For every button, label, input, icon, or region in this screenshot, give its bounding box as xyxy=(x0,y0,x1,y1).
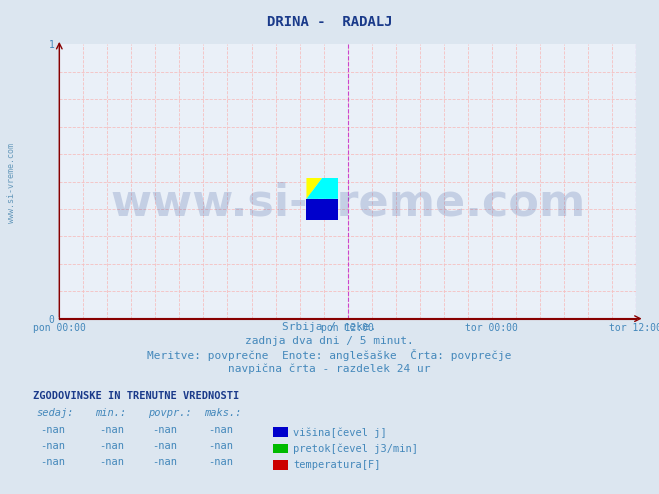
Text: temperatura[F]: temperatura[F] xyxy=(293,460,381,470)
Text: www.si-vreme.com: www.si-vreme.com xyxy=(7,143,16,223)
Polygon shape xyxy=(306,199,338,220)
Text: Meritve: povprečne  Enote: anglešaške  Črta: povprečje: Meritve: povprečne Enote: anglešaške Črt… xyxy=(147,349,512,361)
Text: -nan: -nan xyxy=(208,425,233,435)
Text: sedaj:: sedaj: xyxy=(36,409,74,418)
Text: -nan: -nan xyxy=(100,425,125,435)
Polygon shape xyxy=(306,178,322,199)
Text: min.:: min.: xyxy=(96,409,127,418)
Text: povpr.:: povpr.: xyxy=(148,409,192,418)
Text: višina[čevel j]: višina[čevel j] xyxy=(293,427,387,438)
Text: -nan: -nan xyxy=(208,457,233,467)
Text: pretok[čevel j3/min]: pretok[čevel j3/min] xyxy=(293,444,418,454)
Text: navpična črta - razdelek 24 ur: navpična črta - razdelek 24 ur xyxy=(228,363,431,374)
Text: -nan: -nan xyxy=(100,441,125,451)
Text: maks.:: maks.: xyxy=(204,409,242,418)
Text: zadnja dva dni / 5 minut.: zadnja dva dni / 5 minut. xyxy=(245,336,414,346)
Text: -nan: -nan xyxy=(208,441,233,451)
Text: DRINA -  RADALJ: DRINA - RADALJ xyxy=(267,15,392,29)
Text: www.si-vreme.com: www.si-vreme.com xyxy=(110,182,585,225)
Text: -nan: -nan xyxy=(152,457,177,467)
Text: Srbija / reke.: Srbija / reke. xyxy=(282,322,377,332)
Text: -nan: -nan xyxy=(40,457,65,467)
Text: -nan: -nan xyxy=(40,441,65,451)
Text: -nan: -nan xyxy=(40,425,65,435)
Text: -nan: -nan xyxy=(152,425,177,435)
Text: -nan: -nan xyxy=(152,441,177,451)
Text: -nan: -nan xyxy=(100,457,125,467)
Polygon shape xyxy=(306,178,338,199)
Text: ZGODOVINSKE IN TRENUTNE VREDNOSTI: ZGODOVINSKE IN TRENUTNE VREDNOSTI xyxy=(33,391,239,401)
